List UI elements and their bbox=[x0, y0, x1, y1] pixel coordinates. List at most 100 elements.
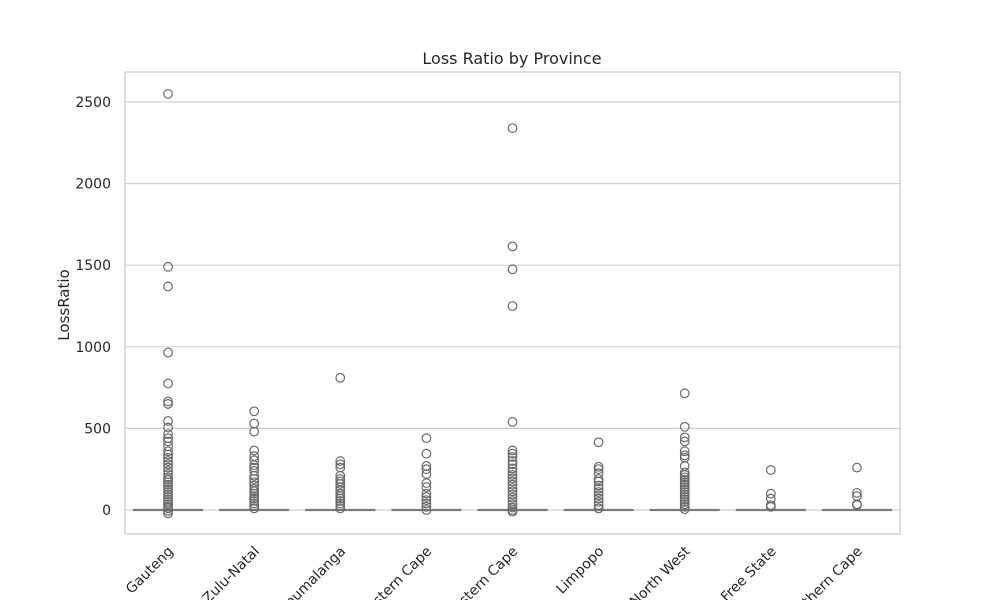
outlier-point bbox=[249, 470, 260, 481]
outlier-point bbox=[593, 480, 604, 491]
outlier-point bbox=[679, 474, 690, 485]
outlier-point bbox=[679, 467, 690, 478]
outlier-point bbox=[593, 437, 604, 448]
outlier-point bbox=[163, 378, 173, 389]
outlier-point bbox=[249, 488, 260, 499]
outlier-point bbox=[507, 416, 518, 427]
outlier-point bbox=[507, 499, 518, 510]
outlier-point bbox=[421, 478, 432, 488]
outlier-point bbox=[249, 493, 260, 504]
outlier-point bbox=[335, 372, 346, 383]
outlier-point bbox=[249, 503, 260, 514]
outlier-point bbox=[335, 493, 346, 504]
outlier-point bbox=[335, 503, 346, 514]
outlier-point bbox=[163, 452, 173, 463]
outlier-point bbox=[507, 476, 518, 487]
outlier-point bbox=[249, 491, 260, 502]
outlier-point bbox=[679, 388, 690, 399]
outlier-point bbox=[163, 446, 173, 457]
outlier-point bbox=[335, 501, 346, 511]
outlier-point bbox=[249, 426, 260, 437]
outlier-point bbox=[335, 498, 346, 509]
outlier-point bbox=[163, 396, 173, 407]
outlier-point bbox=[593, 461, 604, 472]
outlier-point bbox=[507, 470, 518, 480]
outlier-point bbox=[163, 456, 173, 466]
outlier-point bbox=[507, 264, 518, 275]
outlier-point bbox=[163, 88, 173, 99]
outlier-point bbox=[163, 436, 173, 447]
outlier-point bbox=[421, 488, 432, 499]
outlier-point bbox=[679, 494, 690, 505]
outlier-point bbox=[163, 472, 173, 483]
outlier-point bbox=[507, 502, 518, 513]
outlier-point bbox=[163, 422, 173, 433]
outlier-point bbox=[163, 399, 173, 409]
outlier-point bbox=[163, 484, 173, 495]
outlier-point bbox=[163, 503, 173, 514]
outlier-point bbox=[421, 498, 432, 509]
outlier-point bbox=[249, 418, 260, 429]
outlier-point bbox=[163, 474, 173, 485]
outlier-point bbox=[507, 483, 518, 493]
outlier-point bbox=[249, 460, 260, 471]
outlier-point bbox=[163, 429, 173, 440]
outlier-point bbox=[335, 488, 346, 499]
x-tick-label: Northern Cape bbox=[782, 544, 866, 600]
outlier-point bbox=[593, 487, 604, 497]
outlier-point bbox=[163, 479, 173, 490]
outlier-point bbox=[507, 473, 518, 484]
outlier-point bbox=[593, 483, 604, 494]
outlier-point bbox=[507, 466, 518, 477]
outlier-point bbox=[249, 501, 260, 511]
outlier-point bbox=[421, 448, 432, 459]
outlier-point bbox=[335, 459, 346, 470]
y-tick-label: 1000 bbox=[75, 340, 111, 356]
outlier-point bbox=[163, 416, 173, 426]
outlier-point bbox=[163, 489, 173, 500]
x-tick-label: Mpumalanga bbox=[274, 544, 350, 600]
outlier-point bbox=[507, 459, 518, 470]
outlier-point bbox=[593, 464, 604, 475]
outlier-point bbox=[507, 506, 518, 517]
x-tick-label: Free State bbox=[718, 544, 780, 600]
outlier-point bbox=[593, 493, 604, 504]
y-tick-label: 500 bbox=[84, 421, 111, 437]
outlier-point bbox=[679, 484, 690, 495]
outlier-point bbox=[507, 123, 518, 134]
y-tick-label: 0 bbox=[102, 503, 111, 519]
outlier-point bbox=[507, 486, 518, 497]
outlier-point bbox=[507, 463, 518, 474]
outlier-point bbox=[163, 482, 173, 493]
outliers bbox=[163, 88, 862, 519]
outlier-point bbox=[421, 433, 432, 444]
outlier-point bbox=[335, 478, 346, 489]
outlier-point bbox=[249, 496, 260, 506]
outlier-point bbox=[679, 432, 690, 443]
outlier-point bbox=[679, 472, 690, 483]
outlier-point bbox=[163, 347, 173, 358]
outlier-point bbox=[679, 499, 690, 510]
outlier-point bbox=[679, 436, 690, 447]
outlier-point bbox=[507, 456, 518, 466]
outlier-point bbox=[679, 470, 690, 480]
outlier-point bbox=[679, 479, 690, 490]
outlier-point bbox=[335, 456, 346, 466]
outlier-point bbox=[249, 486, 260, 497]
outlier-point bbox=[593, 476, 604, 487]
outlier-point bbox=[507, 241, 518, 252]
outlier-point bbox=[249, 498, 260, 509]
outlier-point bbox=[163, 508, 173, 519]
outlier-point bbox=[249, 445, 260, 456]
outlier-point bbox=[593, 496, 604, 507]
outlier-point bbox=[852, 462, 862, 473]
outlier-point bbox=[249, 455, 260, 466]
outlier-point bbox=[679, 446, 690, 457]
outlier-point bbox=[249, 474, 260, 484]
outlier-point bbox=[507, 452, 518, 462]
outlier-point bbox=[163, 492, 173, 502]
outlier-point bbox=[335, 491, 346, 502]
outlier-point bbox=[163, 487, 173, 497]
outlier-point bbox=[593, 490, 604, 501]
outlier-point bbox=[335, 496, 346, 506]
